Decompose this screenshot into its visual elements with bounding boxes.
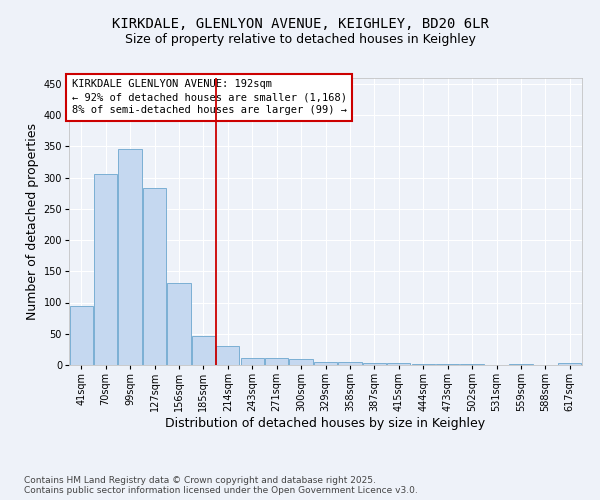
- Bar: [558, 363, 581, 365]
- Bar: [167, 282, 191, 365]
- Bar: [289, 360, 313, 365]
- Text: KIRKDALE GLENLYON AVENUE: 192sqm
← 92% of detached houses are smaller (1,168)
8%: KIRKDALE GLENLYON AVENUE: 192sqm ← 92% o…: [71, 79, 347, 116]
- Bar: [412, 364, 435, 365]
- Bar: [94, 174, 117, 365]
- Bar: [460, 364, 484, 365]
- Bar: [436, 364, 459, 365]
- Bar: [241, 358, 264, 365]
- Bar: [143, 188, 166, 365]
- X-axis label: Distribution of detached houses by size in Keighley: Distribution of detached houses by size …: [166, 417, 485, 430]
- Bar: [118, 150, 142, 365]
- Bar: [314, 362, 337, 365]
- Text: Size of property relative to detached houses in Keighley: Size of property relative to detached ho…: [125, 32, 475, 46]
- Bar: [363, 362, 386, 365]
- Bar: [387, 363, 410, 365]
- Bar: [70, 306, 93, 365]
- Y-axis label: Number of detached properties: Number of detached properties: [26, 122, 39, 320]
- Bar: [509, 364, 533, 365]
- Text: KIRKDALE, GLENLYON AVENUE, KEIGHLEY, BD20 6LR: KIRKDALE, GLENLYON AVENUE, KEIGHLEY, BD2…: [112, 18, 488, 32]
- Text: Contains HM Land Registry data © Crown copyright and database right 2025.
Contai: Contains HM Land Registry data © Crown c…: [24, 476, 418, 495]
- Bar: [192, 336, 215, 365]
- Bar: [265, 358, 288, 365]
- Bar: [338, 362, 362, 365]
- Bar: [216, 346, 239, 365]
